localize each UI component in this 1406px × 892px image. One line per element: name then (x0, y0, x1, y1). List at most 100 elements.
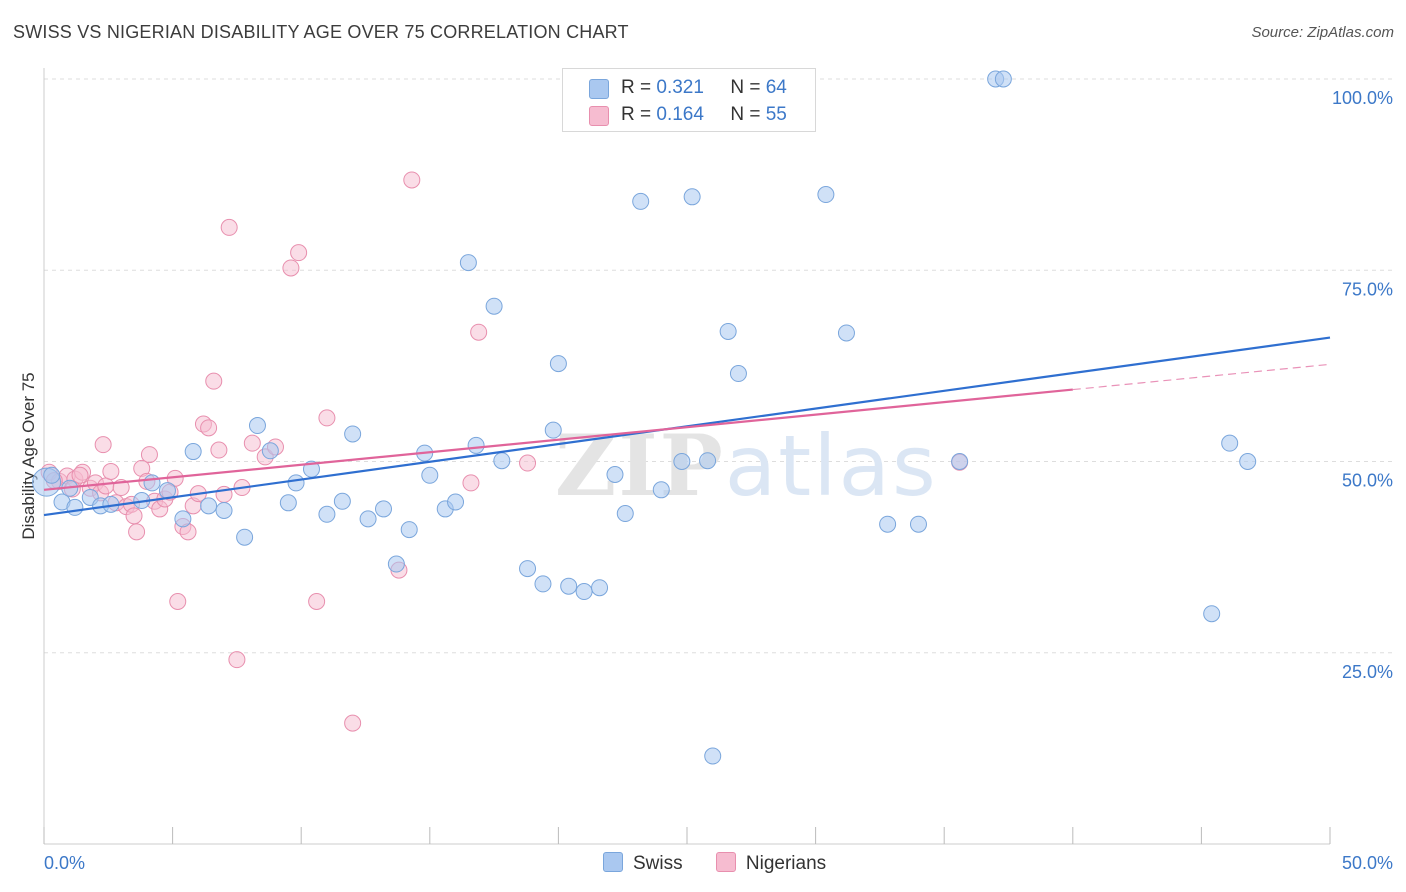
axes (43, 68, 1331, 845)
nigerian-point (210, 441, 228, 459)
x-tick-label: 0.0% (44, 853, 85, 873)
swiss-point (1203, 605, 1221, 623)
swiss-point (236, 528, 254, 546)
swiss-point (951, 453, 969, 470)
nigerian-point (462, 474, 480, 492)
nigerian-point (228, 651, 246, 669)
watermark: ZIPatlas (555, 416, 938, 515)
x-tick-label: 50.0% (1342, 853, 1393, 873)
swiss-point (485, 297, 503, 315)
nigerian-point (169, 592, 187, 610)
swiss-point (215, 501, 233, 519)
swiss-point (184, 443, 202, 461)
swiss-point (467, 436, 485, 454)
swiss-point (43, 466, 61, 484)
swiss-point (673, 453, 691, 470)
swiss-point (344, 425, 362, 443)
nigerian-point (282, 259, 300, 277)
swiss-point (200, 497, 218, 515)
legend-item-swiss[interactable]: Swiss (603, 852, 683, 875)
nigerian-point (470, 323, 488, 341)
swiss-point (519, 560, 537, 578)
correlation-legend: R = 0.321 N = 64 R = 0.164 N = 55 (562, 68, 816, 132)
swiss-point (560, 577, 578, 595)
swiss-point (652, 481, 670, 499)
nigerian-point (243, 434, 261, 452)
swiss-point (459, 254, 477, 272)
y-tick-label: 75.0% (1342, 279, 1393, 299)
legend-row-swiss: R = 0.321 N = 64 (563, 75, 815, 101)
swiss-point (994, 70, 1012, 88)
swiss-point (387, 555, 405, 573)
swiss-point (575, 583, 593, 601)
legend-r-label: R = (621, 77, 652, 98)
y-axis-label: Disability Age Over 75 (19, 372, 38, 539)
chart-title: SWISS VS NIGERIAN DISABILITY AGE OVER 75… (13, 22, 629, 42)
swiss-point (544, 421, 562, 439)
swiss-point (174, 510, 192, 528)
swiss-point (616, 505, 634, 523)
legend-n-label: N = (730, 77, 761, 98)
y-tick-label: 25.0% (1342, 662, 1393, 682)
x-tick-labels: 0.0% 50.0% (44, 853, 1393, 873)
y-tick-label: 100.0% (1332, 88, 1393, 108)
swiss-point (493, 452, 511, 470)
nigerian-trend-line (43, 388, 1073, 491)
legend-n-value: 64 (765, 77, 787, 98)
swiss-point (704, 747, 722, 765)
swiss-swatch (603, 852, 623, 872)
nigerian-point (71, 466, 89, 484)
swiss-point (632, 192, 650, 210)
swiss-point (719, 322, 737, 340)
nigerian-point (200, 419, 218, 437)
legend-n-value: 55 (765, 104, 787, 125)
swiss-point (66, 498, 84, 516)
swiss-point (591, 579, 609, 597)
nigerian-point (128, 523, 146, 541)
swiss-point (909, 515, 927, 533)
trend-lines (43, 336, 1331, 517)
swiss-point (837, 324, 855, 342)
swiss-point (534, 575, 552, 593)
legend-row-nigerians: R = 0.164 N = 55 (563, 102, 815, 128)
legend-r-value: 0.321 (656, 77, 704, 98)
legend-n-label: N = (730, 104, 761, 125)
nigerian-point (220, 218, 238, 236)
swiss-point (606, 466, 624, 484)
swiss-point (549, 355, 567, 373)
nigerian-point (308, 592, 326, 610)
legend-r-value: 0.164 (656, 104, 704, 125)
nigerian-swatch (715, 852, 736, 872)
swiss-point (279, 494, 297, 512)
nigerian-point (344, 714, 362, 732)
nigerian-point (403, 171, 421, 189)
swiss-point (879, 515, 897, 533)
swiss-point (421, 466, 439, 484)
nigerian-point (519, 454, 537, 472)
nigerian-point (102, 462, 120, 480)
swiss-point (287, 474, 305, 492)
nigerian-point (140, 446, 158, 464)
swiss-point (817, 186, 835, 204)
grid-lines (44, 78, 1392, 654)
swiss-point (683, 188, 701, 206)
nigerian-point (125, 507, 143, 525)
nigerian-point (290, 244, 308, 262)
y-tick-labels: 25.0% 50.0% 75.0% 100.0% (1332, 88, 1393, 682)
swiss-point (447, 493, 465, 511)
nigerian-trend-extension (1072, 363, 1331, 391)
swiss-point (699, 452, 717, 470)
swiss-point (333, 492, 351, 510)
swiss-swatch (589, 79, 609, 99)
swiss-point (261, 442, 279, 460)
swiss-point (1221, 434, 1239, 452)
legend-label-swiss: Swiss (633, 853, 683, 874)
chart-source: Source: ZipAtlas.com (1251, 24, 1394, 41)
nigerian-swatch (589, 106, 609, 126)
legend-item-nigerians[interactable]: Nigerians (715, 852, 826, 875)
nigerian-point (205, 372, 223, 390)
swiss-point (729, 365, 747, 383)
y-tick-label: 50.0% (1342, 471, 1393, 491)
swiss-point (400, 521, 418, 539)
